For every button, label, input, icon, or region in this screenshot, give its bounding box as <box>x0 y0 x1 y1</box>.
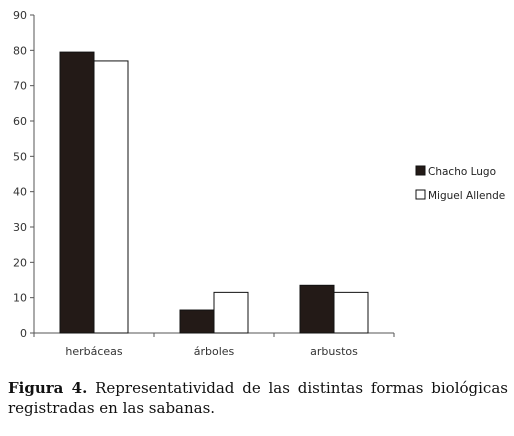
x-tick-label: árboles <box>194 345 235 358</box>
x-tick-label: herbáceas <box>65 345 123 358</box>
bar-series2-2 <box>333 291 369 334</box>
y-tick-label: 70 <box>13 80 27 93</box>
figure-caption: Figura 4. Representatividad de las disti… <box>8 378 508 418</box>
bar-chart: 0 10 20 30 40 50 60 70 80 90 herbáceas árboles arbu… <box>13 9 505 358</box>
y-tick-label: 20 <box>13 256 27 269</box>
caption-label: Figura 4. <box>8 379 88 397</box>
bar-series1-2 <box>299 284 335 334</box>
bar-series2-1 <box>213 291 249 334</box>
y-tick-label: 0 <box>20 327 27 340</box>
legend-label: Miguel Allende <box>428 190 505 202</box>
legend-label: Chacho Lugo <box>428 166 496 178</box>
x-tick-label: arbustos <box>310 345 358 358</box>
y-axis: 0 10 20 30 40 50 60 70 80 90 <box>13 9 35 340</box>
bar-series1-0 <box>59 51 95 334</box>
x-axis: herbáceas árboles arbustos <box>33 332 395 358</box>
legend: Chacho Lugo Miguel Allende <box>415 165 505 202</box>
y-tick-label: 10 <box>13 292 27 305</box>
y-tick-label: 80 <box>13 44 27 57</box>
y-tick-label: 50 <box>13 150 27 163</box>
y-tick-label: 60 <box>13 115 27 128</box>
caption-text: Representatividad de las distintas forma… <box>8 379 508 417</box>
bar-series2-0 <box>93 60 129 334</box>
bar-series1-1 <box>179 309 215 334</box>
y-tick-label: 40 <box>13 186 27 199</box>
legend-swatch <box>415 189 426 200</box>
y-tick-label: 90 <box>13 9 27 22</box>
bars-group <box>59 51 369 334</box>
legend-swatch <box>415 165 426 176</box>
y-tick-label: 30 <box>13 221 27 234</box>
